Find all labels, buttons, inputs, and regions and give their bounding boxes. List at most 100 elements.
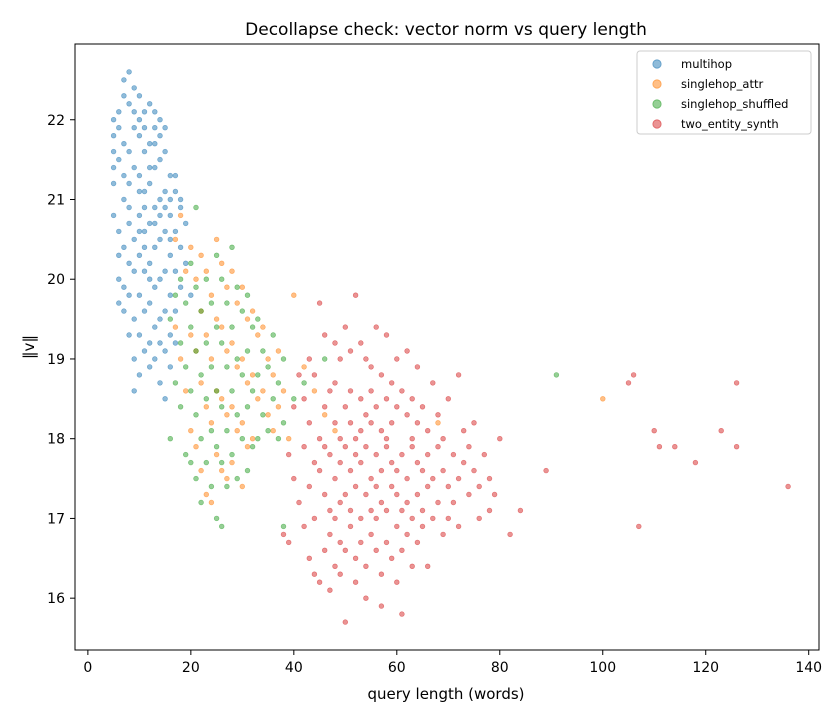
data-point [147,260,153,266]
data-point [219,340,225,346]
data-point [280,531,287,538]
data-point [177,196,184,203]
data-point [177,356,184,362]
data-point [394,467,400,474]
data-point [188,292,194,298]
data-point [718,428,724,434]
data-point [255,436,261,442]
data-point [553,372,560,378]
data-point [378,372,385,378]
data-point [394,579,400,585]
data-point [332,420,338,426]
data-point [373,515,379,522]
data-point [363,356,369,362]
data-point [455,475,462,482]
data-point [425,563,431,569]
data-point [636,523,642,530]
data-point [147,220,153,227]
data-point [435,420,441,426]
data-point [368,364,374,370]
data-point [172,268,179,274]
data-point [193,204,199,211]
y-tick-label: 16 [47,591,65,607]
data-point [352,579,359,585]
data-point [358,515,364,522]
data-point [286,436,292,442]
legend-box [636,50,812,135]
data-point [203,404,210,410]
data-point [394,356,400,362]
y-tick-label: 17 [47,511,65,527]
data-point [121,141,127,147]
data-point [322,412,328,418]
data-point [296,372,302,378]
data-point [172,188,179,195]
data-point [213,388,220,394]
data-point [399,507,405,514]
data-point [152,109,158,115]
data-point [167,196,174,203]
data-point [430,380,436,386]
data-point [147,101,153,107]
data-point [172,380,179,386]
legend-label: singlehop_shuffled [681,97,788,111]
data-point [244,444,251,450]
data-point [383,539,390,546]
data-point [126,101,132,107]
data-point [476,483,482,490]
data-point [389,380,395,386]
data-point [152,356,158,362]
data-point [301,364,307,370]
data-point [404,499,410,506]
y-tick-label: 22 [47,113,65,129]
legend-label: singlehop_attr [681,77,763,91]
data-point [491,491,498,498]
data-point [131,109,137,115]
x-tick-label: 80 [491,660,509,676]
data-point [322,547,328,553]
data-point [141,148,148,155]
data-point [244,292,251,298]
data-point [306,555,312,561]
data-point [219,324,225,330]
points-layer [110,69,791,625]
data-point [136,292,143,298]
data-point [692,459,699,466]
data-point [265,364,271,370]
data-point [152,220,158,227]
data-point [311,515,318,522]
data-point [141,109,148,115]
data-point [121,77,127,83]
data-point [419,404,426,410]
data-point [358,340,364,346]
y-tick-label: 19 [47,352,65,368]
data-point [167,212,174,219]
data-point [419,523,426,530]
data-point [342,444,348,450]
data-point [435,499,441,506]
data-point [373,451,379,458]
data-point [260,348,266,354]
data-point [327,451,333,458]
data-point [347,388,354,394]
data-point [419,467,426,474]
data-point [486,507,493,514]
data-point [157,236,163,243]
data-point [656,444,663,450]
data-point [162,228,168,235]
data-point [183,388,189,394]
data-point [430,475,436,482]
data-point [270,428,276,434]
data-point [378,499,385,506]
data-point [327,587,333,593]
data-point [188,260,194,266]
data-point [157,116,163,123]
data-point [363,444,369,450]
data-point [183,300,189,306]
y-tick-label: 18 [47,432,65,448]
data-point [311,459,318,466]
data-point [352,555,359,561]
data-point [116,300,122,306]
data-point [116,156,122,163]
